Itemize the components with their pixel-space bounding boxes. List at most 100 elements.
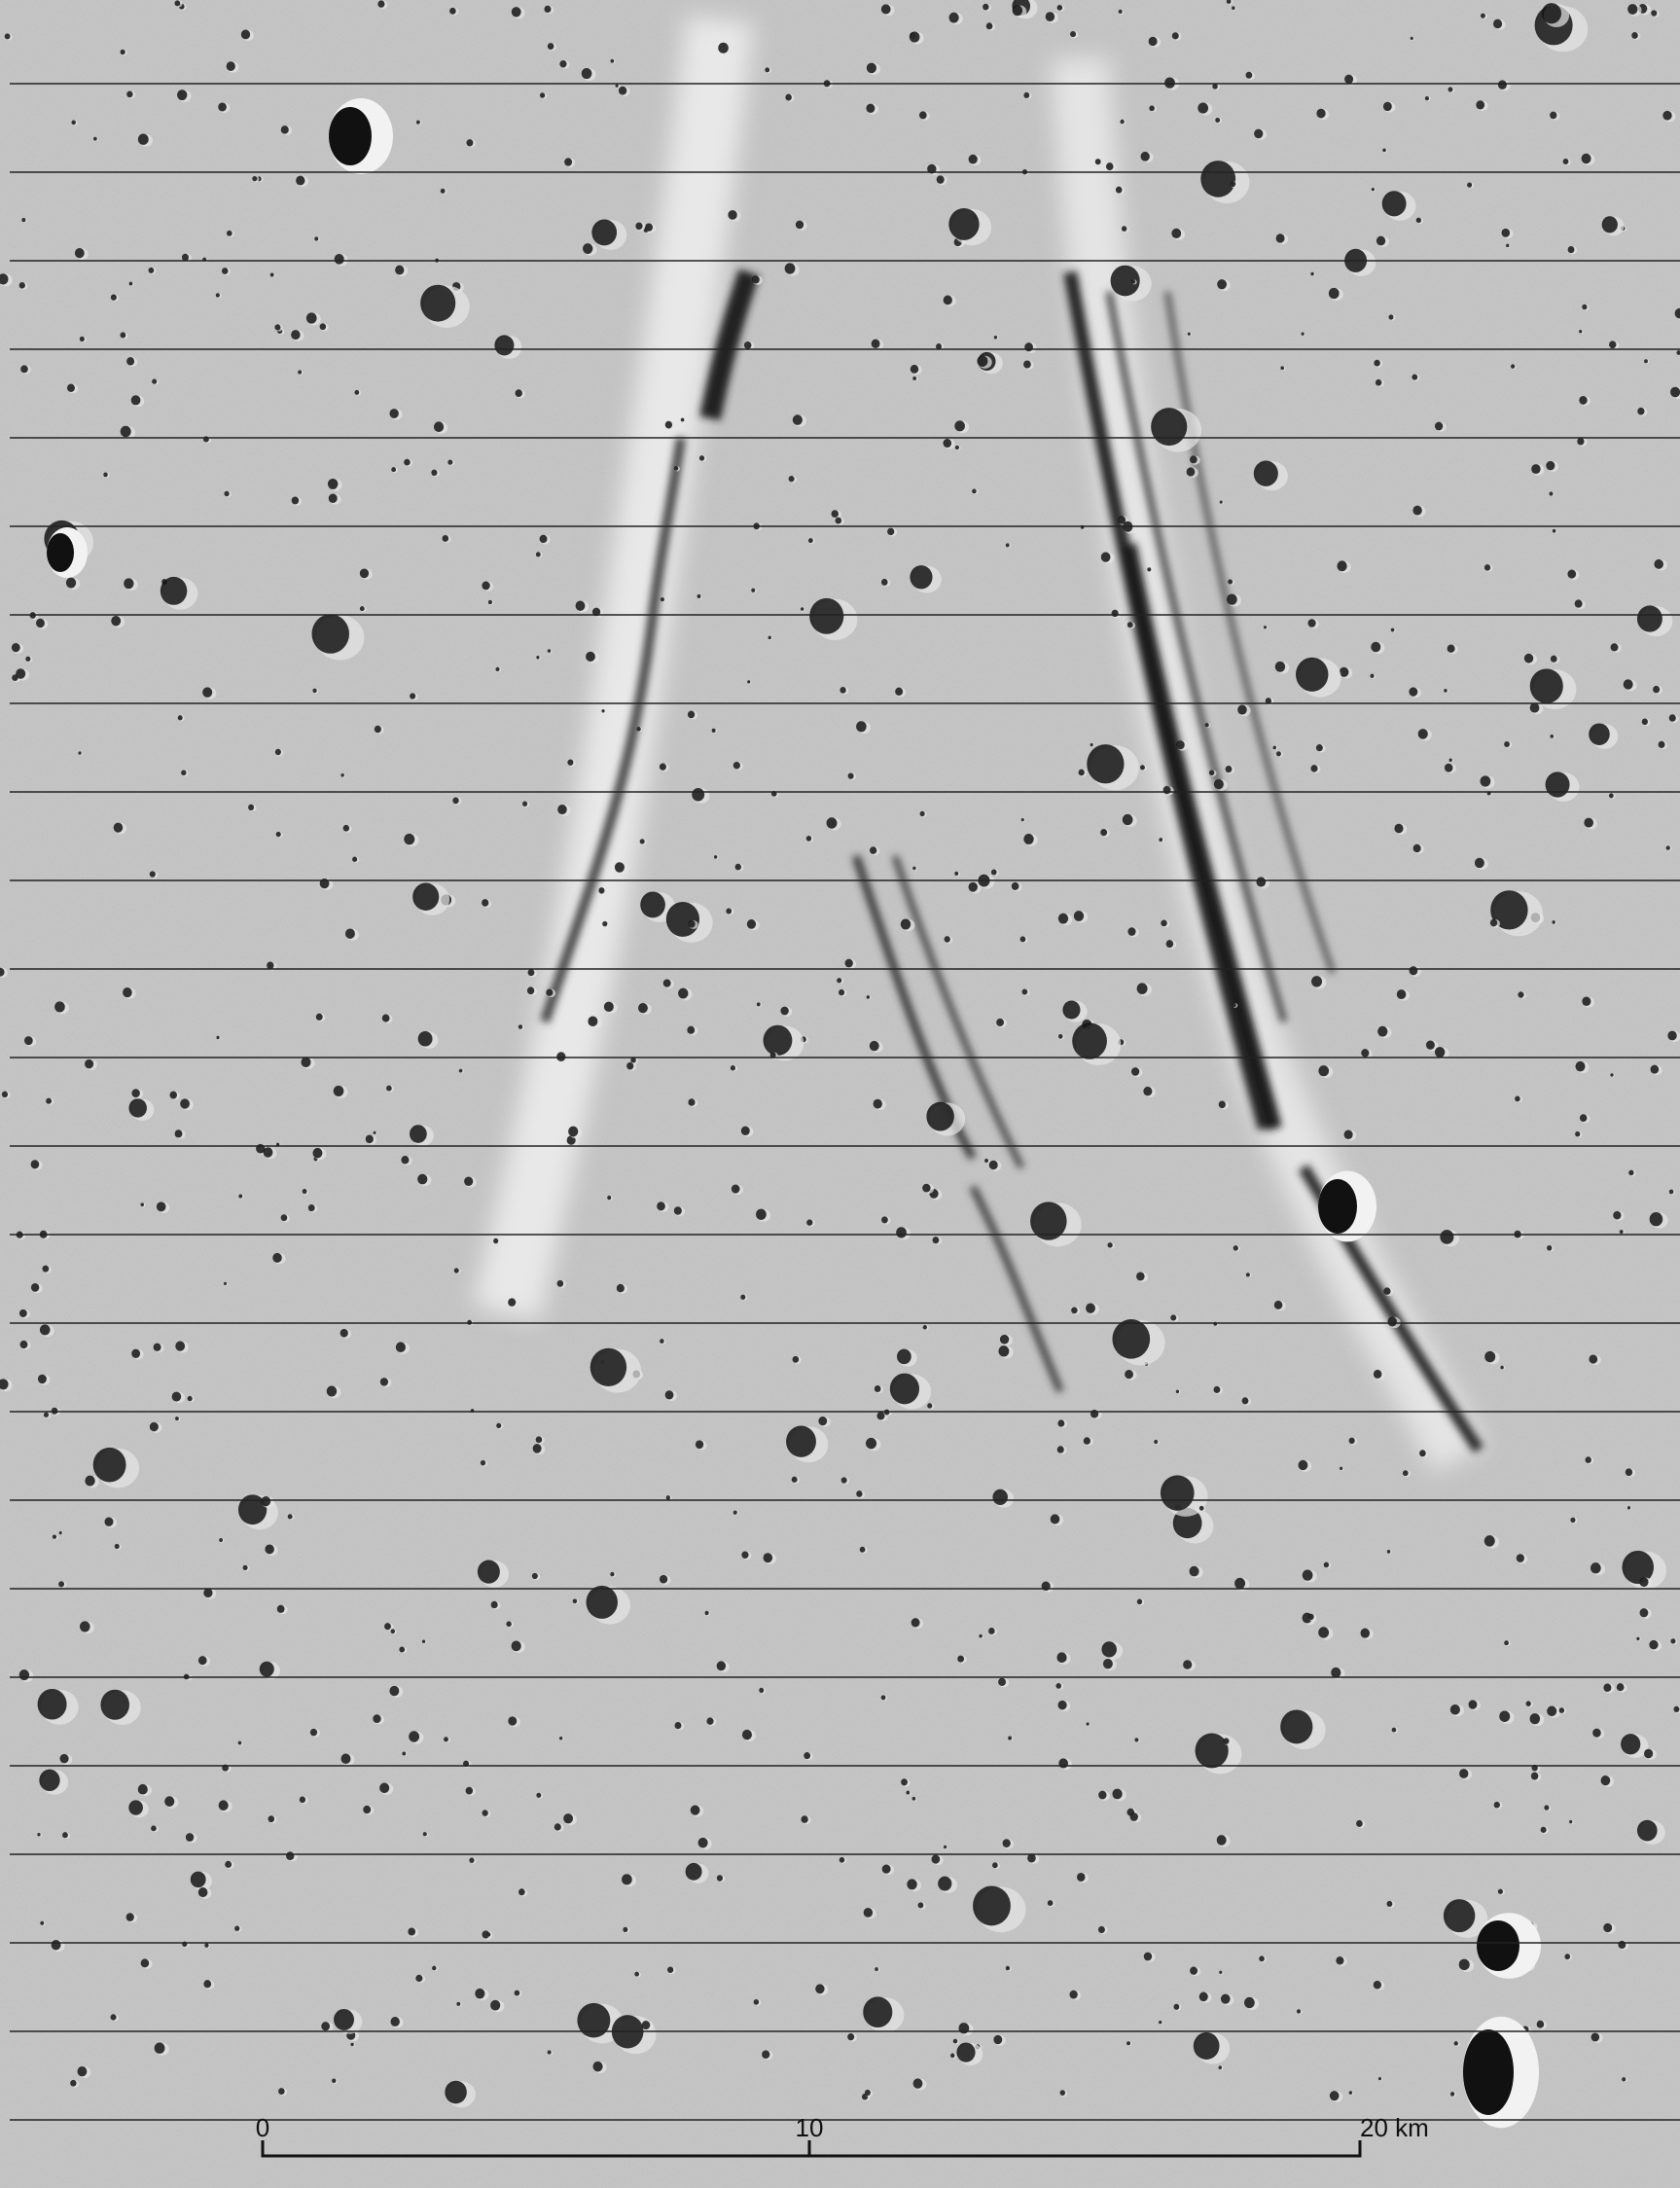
crater — [1205, 723, 1209, 727]
crater — [757, 1002, 761, 1006]
crater — [604, 1002, 614, 1012]
crater — [901, 918, 911, 929]
crater — [494, 335, 514, 355]
crater — [1542, 3, 1561, 23]
crater — [1559, 1707, 1564, 1713]
crater — [635, 223, 642, 231]
crater — [887, 528, 894, 536]
crater — [126, 90, 132, 97]
crater — [617, 1284, 625, 1293]
crater — [912, 377, 916, 380]
crater — [634, 1972, 639, 1977]
crater — [274, 324, 280, 330]
crater — [219, 1538, 223, 1542]
crater — [1003, 1839, 1011, 1847]
crater — [482, 899, 488, 907]
crater — [1230, 181, 1235, 187]
crater — [447, 459, 452, 464]
crater — [1546, 771, 1570, 797]
crater — [1046, 12, 1054, 21]
crater — [1450, 1704, 1460, 1715]
crater — [645, 223, 653, 231]
crater — [216, 293, 220, 297]
crater — [20, 1341, 28, 1348]
crater — [733, 762, 740, 770]
crater — [310, 1729, 317, 1737]
crater — [138, 1784, 148, 1795]
crater — [1187, 467, 1196, 476]
crater — [881, 1216, 888, 1223]
crater — [1086, 1304, 1095, 1313]
crater — [567, 759, 573, 765]
crater — [93, 137, 97, 141]
crater — [186, 1833, 194, 1842]
crater — [536, 1436, 543, 1443]
crater — [1176, 1390, 1179, 1393]
crater — [1200, 161, 1235, 197]
crater — [466, 139, 473, 146]
crater — [996, 1019, 1004, 1026]
crater — [422, 1639, 425, 1643]
crater — [352, 857, 357, 862]
crater — [44, 1413, 49, 1417]
crater — [528, 969, 535, 976]
crater — [765, 67, 769, 72]
crater — [1582, 997, 1591, 1007]
crater — [1654, 559, 1662, 569]
crater — [312, 1148, 322, 1158]
crater — [1112, 1789, 1122, 1800]
crater — [225, 1861, 232, 1868]
crater — [1318, 1627, 1329, 1637]
crater — [175, 1342, 185, 1351]
crater — [488, 600, 492, 604]
crater — [1190, 455, 1197, 463]
crater — [1477, 1920, 1519, 1971]
crater — [443, 535, 449, 542]
crater — [1055, 1683, 1061, 1689]
crater — [573, 1598, 577, 1603]
crater — [867, 995, 870, 999]
crater — [922, 1184, 930, 1193]
crater — [533, 1444, 542, 1453]
crater — [1389, 314, 1394, 319]
crater — [404, 834, 414, 844]
crater — [389, 409, 398, 418]
crater — [870, 1041, 879, 1051]
crater — [726, 908, 732, 914]
crater — [308, 1204, 315, 1211]
crater — [518, 1024, 522, 1029]
crater — [1163, 786, 1171, 794]
crater — [937, 175, 945, 183]
crater — [1493, 19, 1502, 29]
crater — [1586, 1456, 1591, 1463]
crater — [1603, 1923, 1612, 1932]
crater — [1259, 1955, 1265, 1961]
crater — [548, 649, 551, 653]
crater — [1450, 2092, 1454, 2097]
crater — [20, 365, 28, 373]
crater — [959, 2023, 970, 2033]
crater — [665, 421, 672, 429]
crater — [1143, 1087, 1152, 1095]
crater — [1087, 744, 1124, 783]
crater — [756, 1209, 767, 1220]
crater — [483, 1810, 488, 1816]
crater — [334, 2009, 354, 2030]
crater — [948, 13, 958, 23]
crater — [1070, 1991, 1078, 1999]
crater — [806, 1219, 812, 1225]
crater — [1550, 112, 1556, 120]
crater — [272, 1253, 281, 1263]
crater — [382, 1015, 390, 1022]
crater — [741, 1551, 748, 1559]
crater — [172, 1392, 181, 1402]
crater — [391, 467, 396, 472]
crater — [1336, 1956, 1343, 1965]
crater — [809, 598, 843, 634]
crater — [1481, 775, 1491, 786]
crater — [1119, 10, 1123, 14]
crater — [241, 30, 250, 40]
crater — [350, 2043, 353, 2046]
crater — [1631, 32, 1637, 39]
crater — [1435, 422, 1443, 431]
